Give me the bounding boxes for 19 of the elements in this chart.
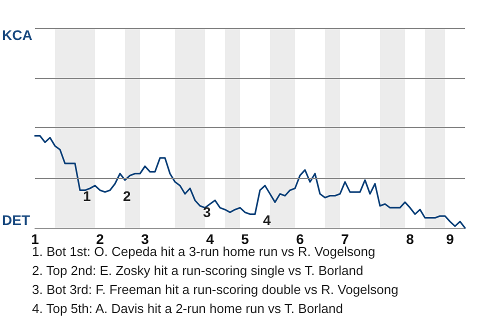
annotation: 2	[123, 188, 131, 204]
x-tick-label: 5	[241, 231, 250, 247]
annotation: 3	[203, 204, 211, 220]
x-tick-label: 8	[406, 231, 414, 247]
annotation: 1	[83, 188, 91, 204]
text: KCA	[2, 27, 32, 43]
text: 4. Top 5th: A. Davis hit a 2-run home run vs T. Borland	[32, 301, 343, 316]
annotation: 4	[263, 212, 271, 228]
x-tick-label: 4	[206, 231, 214, 247]
x-tick-label: 1	[31, 231, 40, 247]
x-tick-label: 7	[341, 231, 350, 247]
x-tick-label: 2	[96, 231, 104, 247]
x-tick-label: 9	[446, 231, 454, 247]
text: 1. Bot 1st: O. Cepeda hit a 3-run home run vs R. Vogelsong	[32, 244, 376, 259]
text: DET	[2, 212, 30, 228]
text: 2. Top 2nd: E. Zosky hit a run-scoring single vs T. Borland	[32, 263, 364, 278]
text: 3. Bot 3rd: F. Freeman hit a run-scoring double vs R. Vogelsong	[32, 282, 398, 297]
x-tick-label: 3	[141, 231, 150, 247]
x-tick-label: 6	[296, 231, 304, 247]
